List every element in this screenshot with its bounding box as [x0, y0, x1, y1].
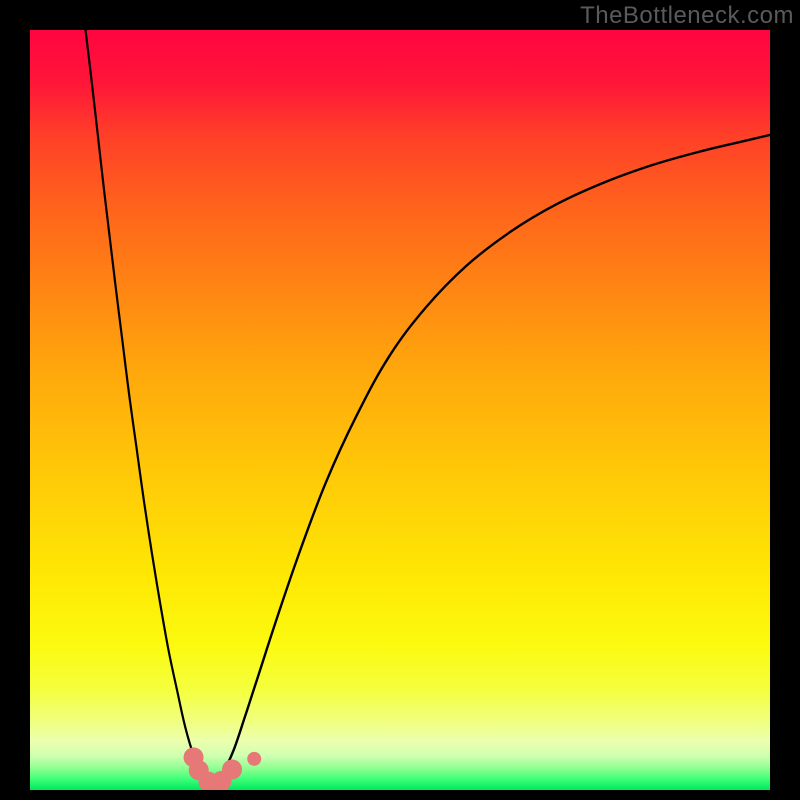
bottleneck-curve-chart	[0, 0, 800, 800]
watermark-text: TheBottleneck.com	[580, 2, 794, 30]
marker-dot	[247, 752, 261, 766]
chart-frame	[0, 0, 800, 800]
plot-gradient-background	[30, 30, 770, 790]
marker-dot	[222, 759, 242, 779]
